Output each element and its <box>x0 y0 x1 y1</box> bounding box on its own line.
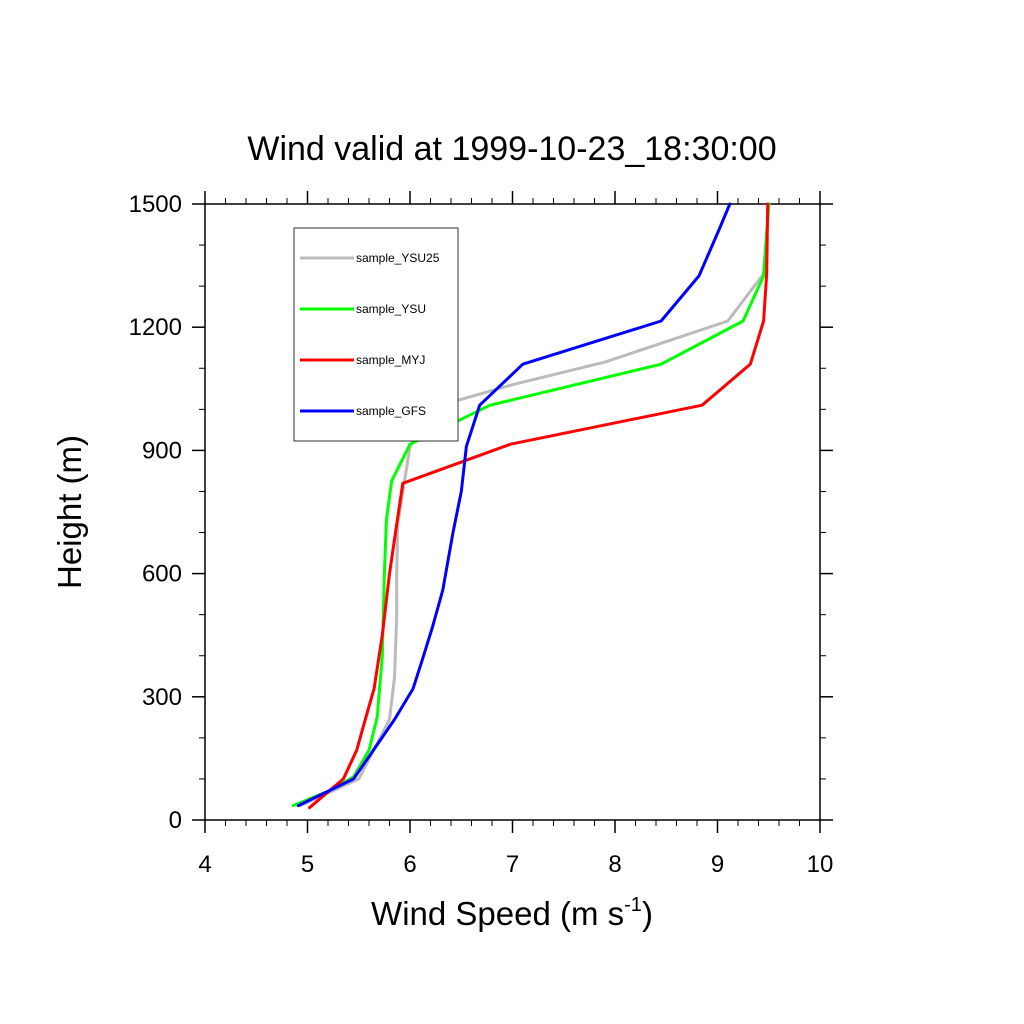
x-tick-label: 9 <box>711 851 724 878</box>
series-line-sample_GFS <box>296 202 732 808</box>
y-tick-label: 1500 <box>129 191 182 218</box>
legend: sample_YSU25 sample_YSU sample_MYJ sample_G… <box>293 227 459 442</box>
y-tick-label: 900 <box>142 437 182 464</box>
x-axis-label-main: Wind Speed (m s <box>371 895 624 932</box>
x-tick-label: 10 <box>807 851 834 878</box>
y-tick-label: 1200 <box>129 314 182 341</box>
y-tick-label: 0 <box>169 807 182 834</box>
legend-label: sample_GFS <box>356 404 426 418</box>
legend-label: sample_YSU25 <box>356 251 440 265</box>
y-axis-label: Height (m) <box>51 435 88 589</box>
series-line-sample_MYJ <box>308 202 770 810</box>
axis-tick-labels: 4 5 6 7 8 9 10 0 300 600 900 1200 1500 <box>129 191 834 878</box>
legend-box <box>293 227 459 442</box>
chart-title: Wind valid at 1999-10-23_18:30:00 <box>247 130 776 168</box>
axis-ticks <box>192 191 833 833</box>
series-layer <box>291 202 771 810</box>
x-tick-label: 7 <box>506 851 519 878</box>
x-tick-label: 8 <box>608 851 621 878</box>
legend-label: sample_YSU <box>356 302 426 316</box>
x-tick-label: 4 <box>198 851 211 878</box>
x-tick-label: 6 <box>403 851 416 878</box>
x-axis-label: Wind Speed (m s-1) <box>371 894 653 932</box>
y-tick-label: 600 <box>142 561 182 588</box>
legend-label: sample_MYJ <box>356 353 425 367</box>
x-tick-label: 5 <box>301 851 314 878</box>
y-tick-label: 300 <box>142 684 182 711</box>
series-line-sample_YSU <box>291 202 771 808</box>
x-axis-label-close: ) <box>642 895 653 932</box>
x-axis-label-superscript: -1 <box>624 894 642 916</box>
